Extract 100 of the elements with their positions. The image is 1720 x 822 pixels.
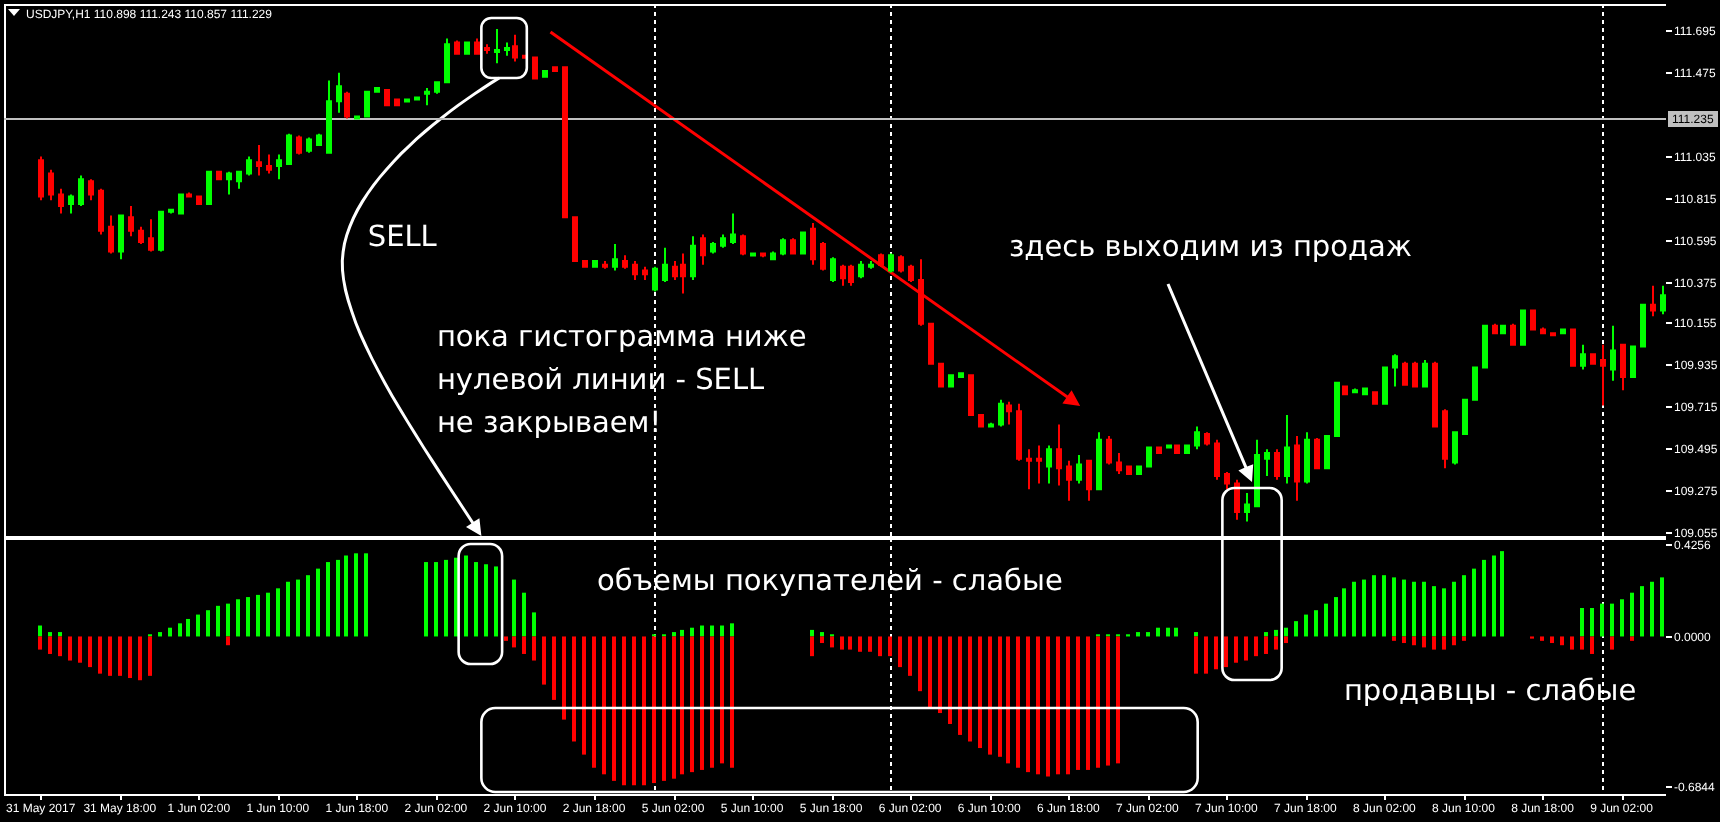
bar [38, 625, 42, 637]
candlestick [1334, 381, 1340, 437]
bar [206, 610, 210, 637]
candlestick [246, 155, 252, 177]
candlestick [474, 37, 480, 55]
bar [1650, 581, 1654, 637]
candlestick [582, 260, 588, 268]
candlestick [1174, 444, 1180, 455]
candlestick [1382, 366, 1388, 405]
bar [98, 636, 102, 674]
bar [978, 636, 982, 749]
bar [690, 636, 694, 773]
candlestick [168, 208, 174, 215]
bar [434, 562, 438, 637]
bar [1432, 586, 1436, 637]
candlestick [820, 241, 826, 272]
candlestick [1006, 400, 1012, 426]
bar [858, 636, 862, 652]
candlestick [1076, 454, 1082, 485]
candlestick [1500, 324, 1506, 335]
candlestick [1106, 434, 1112, 466]
bar [898, 636, 902, 668]
candlestick [642, 265, 648, 282]
bar [908, 636, 912, 676]
bar [1174, 627, 1178, 637]
candlestick [652, 265, 658, 293]
bar [1314, 610, 1318, 637]
candlestick [1324, 434, 1330, 470]
bar [542, 636, 546, 685]
candlestick [780, 237, 786, 257]
candlestick [888, 252, 894, 274]
bar [38, 636, 42, 650]
bar [186, 618, 190, 637]
candlestick [710, 241, 716, 255]
bar [1294, 621, 1298, 637]
candlestick [454, 39, 460, 55]
candlestick [790, 237, 796, 255]
bar [840, 636, 844, 650]
bar [364, 553, 368, 637]
bar [720, 636, 724, 764]
bar [424, 562, 428, 637]
bar [1284, 627, 1288, 637]
candlestick [612, 242, 618, 272]
candlestick [1204, 431, 1210, 447]
bar [1442, 636, 1446, 650]
candlestick [740, 233, 746, 257]
bar [108, 636, 112, 676]
candlestick [78, 174, 84, 207]
candlestick [1640, 303, 1646, 348]
candlestick [1482, 324, 1488, 369]
annotation: пока гистограмма ниже нулевой линии - SELL не закрываем! [436, 322, 807, 440]
bar [118, 636, 122, 676]
candlestick [622, 254, 628, 270]
candlestick [1352, 387, 1358, 394]
candlestick [504, 41, 510, 57]
candlestick [760, 252, 766, 259]
bar [1492, 555, 1496, 637]
candlestick [1452, 431, 1458, 466]
annotation: здесь выходим из продаж [1008, 232, 1412, 264]
bar [690, 627, 694, 637]
candlestick [908, 263, 914, 283]
candlestick [424, 87, 430, 107]
bar [532, 636, 536, 661]
annotation: SELL [367, 222, 437, 254]
bar [1086, 636, 1090, 770]
candlestick [770, 250, 776, 261]
candlestick [216, 170, 222, 181]
bar [326, 562, 330, 637]
candlestick [1472, 366, 1478, 401]
bar [532, 612, 536, 637]
candlestick [988, 421, 994, 428]
candlestick [178, 193, 184, 215]
candlestick [1026, 448, 1032, 491]
bar [1392, 577, 1396, 637]
bar [1274, 629, 1278, 637]
bar [1076, 636, 1080, 770]
bar [592, 636, 596, 768]
bar [1550, 636, 1554, 644]
candlestick [196, 195, 202, 206]
candlestick [1096, 431, 1102, 491]
candlestick [1264, 448, 1270, 477]
bar [1362, 579, 1366, 637]
bar [58, 636, 62, 657]
candlestick [1510, 322, 1516, 346]
bar [1402, 579, 1406, 637]
candlestick [800, 231, 806, 255]
candlestick [592, 260, 598, 268]
candlestick [1086, 459, 1092, 502]
bar [246, 597, 250, 637]
bar [1274, 636, 1278, 650]
bar [1500, 551, 1504, 637]
bar [1214, 636, 1218, 670]
bar [632, 636, 636, 786]
candlestick [918, 258, 924, 327]
candlestick [1610, 324, 1616, 382]
bar [354, 553, 358, 637]
bar [642, 636, 646, 786]
bar [1324, 603, 1328, 637]
candlestick [1214, 438, 1220, 481]
bar [1166, 627, 1170, 637]
